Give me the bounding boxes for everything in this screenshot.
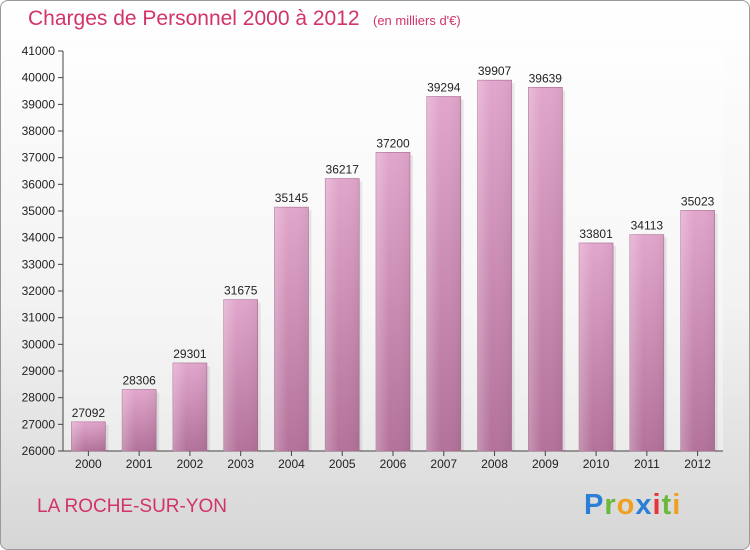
data-label: 35023 bbox=[681, 194, 715, 208]
y-tick-label: 40000 bbox=[22, 71, 56, 85]
bar-shine bbox=[223, 299, 258, 451]
bar-shine bbox=[477, 80, 512, 451]
y-tick-label: 36000 bbox=[22, 177, 56, 191]
bar-shine bbox=[71, 421, 106, 451]
data-label: 34113 bbox=[631, 219, 664, 233]
data-label: 39639 bbox=[529, 71, 563, 85]
x-tick-label: 2012 bbox=[684, 457, 711, 471]
bar-shine bbox=[325, 178, 360, 451]
data-label: 29301 bbox=[173, 347, 207, 361]
data-label: 31675 bbox=[224, 284, 258, 298]
bar-shine bbox=[426, 96, 461, 451]
x-tick-label: 2006 bbox=[380, 457, 407, 471]
y-tick-label: 39000 bbox=[22, 97, 56, 111]
y-tick-label: 32000 bbox=[22, 284, 56, 298]
logo-letter: x bbox=[635, 489, 653, 521]
city-name: LA ROCHE-SUR-YON bbox=[37, 496, 228, 517]
x-tick-label: 2011 bbox=[634, 457, 660, 471]
data-label: 27092 bbox=[72, 406, 106, 420]
y-tick-label: 38000 bbox=[22, 124, 56, 138]
chart-title: Charges de Personnel 2000 à 2012 bbox=[28, 7, 360, 30]
bar-shine bbox=[274, 207, 309, 451]
y-tick-label: 30000 bbox=[22, 337, 56, 351]
logo-letter: r bbox=[604, 489, 617, 521]
y-tick-label: 33000 bbox=[22, 257, 56, 271]
x-tick-label: 2004 bbox=[278, 457, 305, 471]
y-tick-label: 28000 bbox=[22, 391, 56, 405]
data-label: 35145 bbox=[275, 191, 309, 205]
bar-shine bbox=[528, 87, 563, 451]
bar-shine bbox=[579, 242, 614, 451]
x-tick-label: 2007 bbox=[430, 457, 457, 471]
x-tick-label: 2008 bbox=[481, 457, 508, 471]
chart-subtitle: (en milliers d'€) bbox=[373, 13, 461, 28]
data-label: 39907 bbox=[478, 64, 512, 78]
x-tick-label: 2010 bbox=[583, 457, 610, 471]
logo-letter: P bbox=[584, 489, 605, 521]
y-tick-label: 41000 bbox=[22, 44, 56, 58]
data-label: 28306 bbox=[122, 374, 156, 388]
bar-shine bbox=[172, 362, 207, 451]
y-tick-label: 31000 bbox=[22, 311, 56, 325]
y-tick-label: 29000 bbox=[22, 364, 56, 378]
logo-letter: i bbox=[652, 489, 662, 521]
bar-shine bbox=[376, 152, 410, 452]
x-tick-label: 2000 bbox=[75, 457, 102, 471]
y-tick-label: 35000 bbox=[22, 204, 56, 218]
y-tick-label: 37000 bbox=[22, 151, 56, 165]
x-tick-label: 2001 bbox=[126, 457, 153, 471]
data-label: 33801 bbox=[579, 227, 613, 241]
x-tick-label: 2009 bbox=[532, 457, 559, 471]
data-label: 36217 bbox=[326, 163, 360, 177]
y-tick-label: 34000 bbox=[22, 231, 56, 245]
bar-shine bbox=[680, 210, 715, 451]
logo-letter: i bbox=[672, 489, 682, 521]
proxiti-logo[interactable]: Proxiti bbox=[584, 489, 681, 522]
y-tick-label: 26000 bbox=[22, 444, 56, 458]
bar-shine bbox=[122, 389, 157, 451]
y-tick-label: 27000 bbox=[22, 417, 56, 431]
data-label: 39294 bbox=[427, 80, 461, 94]
logo-letter: o bbox=[616, 489, 636, 521]
logo-letter: t bbox=[661, 489, 673, 521]
bar-shine bbox=[629, 234, 664, 451]
x-tick-label: 2005 bbox=[329, 457, 356, 471]
x-tick-label: 2003 bbox=[227, 457, 254, 471]
x-tick-label: 2002 bbox=[177, 457, 204, 471]
data-label: 37200 bbox=[376, 136, 410, 150]
